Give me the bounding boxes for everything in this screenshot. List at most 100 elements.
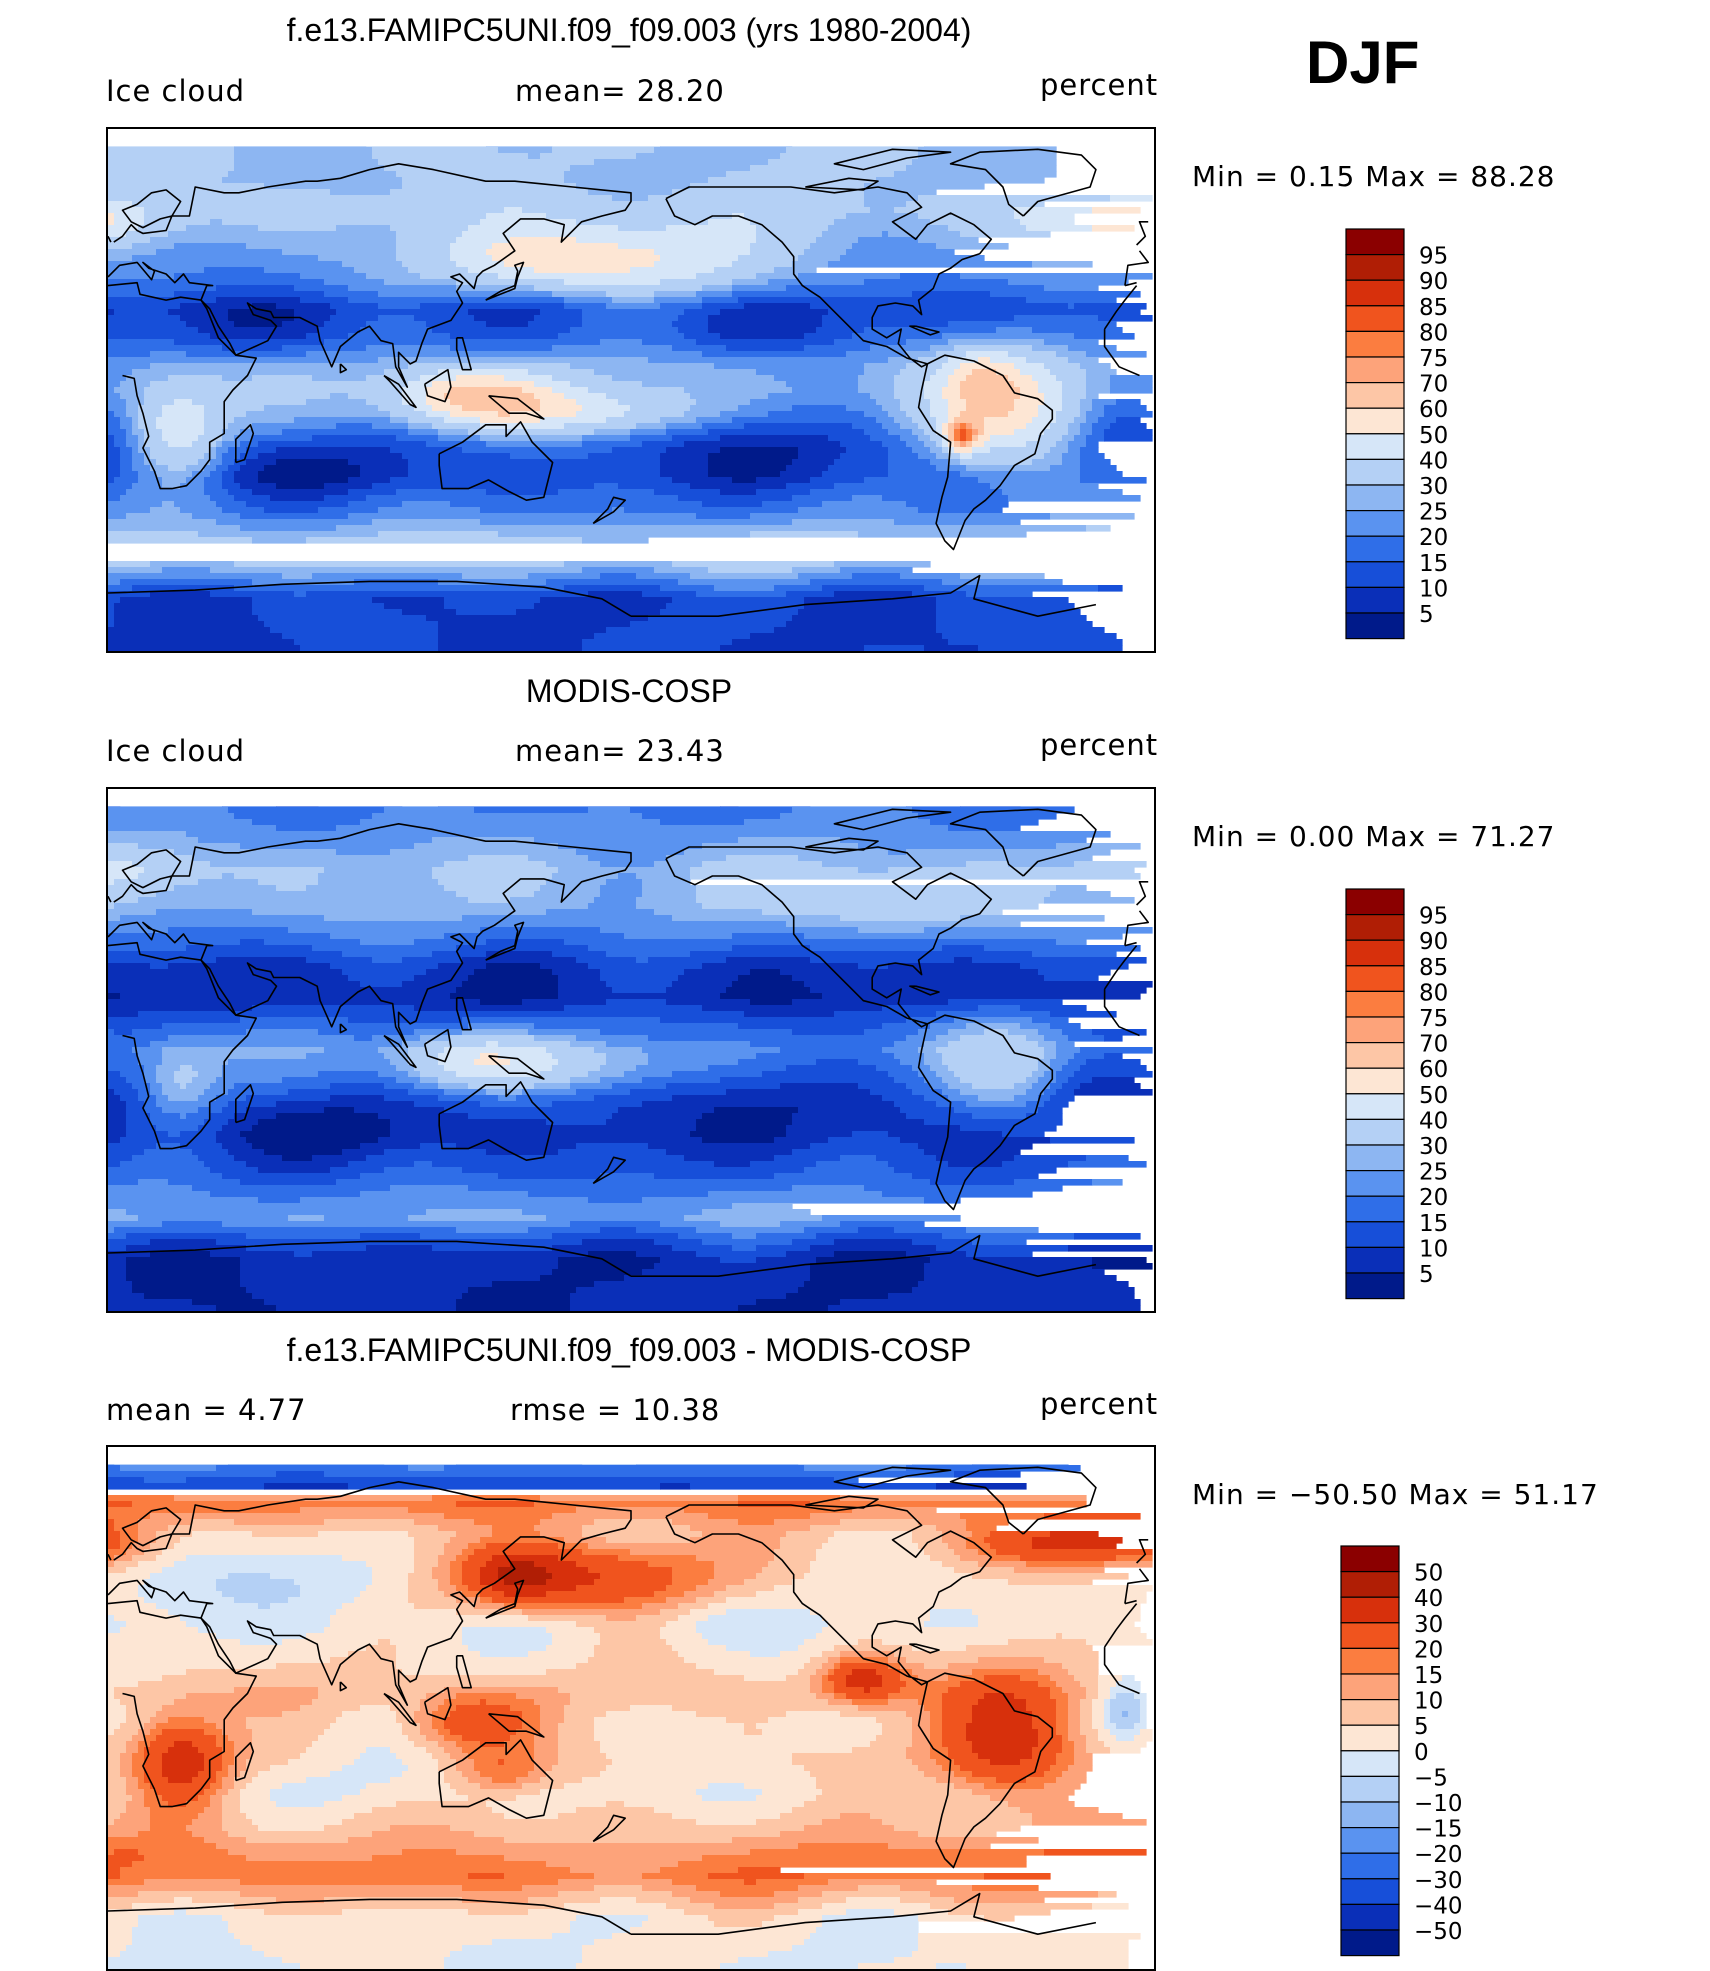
contour-cell [624,1801,805,1808]
contour-cell [702,297,739,304]
contour-cell [558,1059,607,1066]
contour-cell [150,1573,229,1580]
contour-cell [804,1939,919,1946]
contour-cell [240,1131,391,1138]
contour-cell [246,1161,349,1168]
contour-cell [1038,1077,1057,1084]
contour-cell [240,513,349,520]
contour-cell [390,1639,463,1646]
contour-cell [720,1221,781,1228]
contour-cell [696,291,733,298]
contour-cell [414,1555,439,1562]
colorbar-tick-label: 85 [1419,955,1448,981]
contour-cell [534,1747,559,1754]
panel-2-map [106,787,1156,1313]
contour-cell [504,1603,643,1610]
contour-cell [420,1233,553,1240]
contour-cell [708,1915,775,1922]
contour-cell [276,1897,325,1904]
contour-cell [174,243,247,250]
contour-cell [708,321,823,328]
contour-cell [552,345,673,352]
contour-cell [462,981,559,988]
contour-cell [552,1065,601,1072]
contour-cell [1032,459,1063,466]
contour-cell [210,1167,259,1174]
contour-cell [942,1699,979,1706]
panel-2-title: MODIS-COSP [525,673,733,709]
contour-cell [1068,303,1075,310]
contour-cell [690,951,1033,958]
contour-cell [906,339,949,346]
contour-cell [132,255,319,262]
contour-cell [408,1071,421,1078]
contour-cell [822,1687,835,1694]
contour-cell [822,1627,1141,1634]
contour-cell [234,1687,319,1694]
contour-cell [600,885,643,892]
contour-cell [108,1627,121,1634]
contour-cell [786,621,937,628]
contour-cell [108,1681,139,1688]
contour-cell [192,1897,277,1904]
contour-cell [216,1771,229,1778]
contour-cell [504,207,523,214]
contour-cell [822,1543,919,1550]
contour-cell [780,969,1039,976]
contour-cell [744,1675,787,1682]
contour-cell [204,1837,247,1844]
contour-cell [696,1597,727,1604]
contour-cell [900,1059,925,1066]
contour-cell [456,609,517,616]
colorbar-segment [1345,1221,1405,1248]
contour-cell [108,1825,151,1832]
contour-cell [522,387,553,394]
contour-cell [144,387,403,394]
contour-cell [804,981,1153,988]
contour-cell [960,915,1105,922]
contour-cell [588,855,667,862]
contour-cell [960,231,1051,238]
contour-cell [378,531,499,538]
contour-cell [798,273,901,280]
contour-cell [372,597,445,604]
contour-cell [882,1675,901,1682]
contour-cell [108,243,133,250]
contour-cell [1020,1005,1087,1012]
contour-cell [810,1143,919,1150]
contour-cell [750,243,811,250]
contour-cell [378,1639,391,1646]
contour-cell [396,237,457,244]
contour-cell [450,1711,523,1718]
contour-cell [966,1251,1033,1258]
contour-cell [1098,1729,1111,1736]
contour-cell [840,1155,877,1162]
contour-cell [1098,1735,1117,1742]
contour-cell [966,1525,997,1532]
contour-cell [924,927,1153,934]
contour-cell [108,1933,133,1940]
contour-cell [918,423,937,430]
contour-cell [108,207,145,214]
coastline [235,1742,255,1782]
contour-cell [930,819,1039,826]
contour-cell [396,489,487,496]
colorbar-segment [1340,1673,1400,1701]
contour-cell [672,1095,883,1102]
contour-cell [972,1885,1039,1892]
contour-cell [108,1921,139,1928]
contour-cell [108,861,133,868]
contour-cell [540,1705,565,1712]
contour-cell [234,159,379,166]
contour-cell [108,903,115,910]
contour-cell [108,1903,133,1910]
contour-cell [324,1897,463,1904]
contour-cell [738,405,793,412]
contour-cell [234,1155,283,1162]
contour-cell [1044,1053,1057,1060]
contour-cell [696,513,751,520]
contour-cell [198,879,259,886]
colorbar-segment [1340,1775,1400,1803]
contour-cell [972,1789,1075,1796]
contour-cell [882,1191,1033,1198]
